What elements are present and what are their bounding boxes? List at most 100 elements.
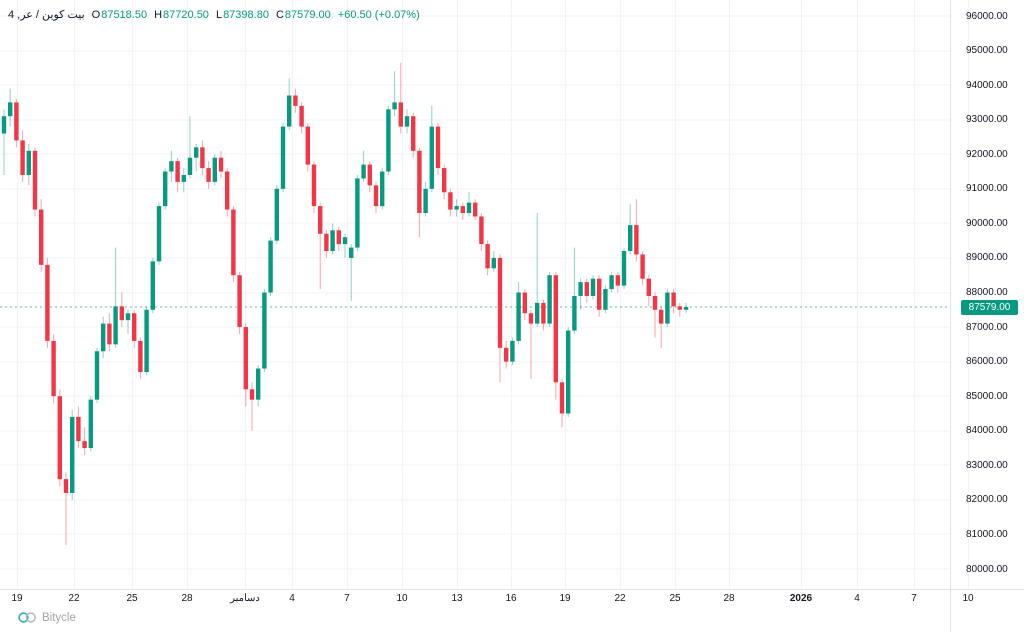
time-tick-label: 4: [854, 593, 860, 604]
candle-up: [516, 292, 521, 341]
time-tick-label: 19: [559, 593, 571, 604]
price-tick-label: 89000.00: [966, 252, 1008, 264]
time-tick-label: دسامبر: [230, 593, 260, 604]
candle-up: [262, 292, 267, 369]
candle-up: [628, 225, 633, 252]
candle-wick: [654, 292, 656, 338]
bitycle-rings-icon: [18, 612, 36, 623]
candle-wick: [65, 472, 67, 545]
candle-up: [380, 171, 385, 207]
symbol-title[interactable]: بيت كوين / عر, 4: [8, 9, 85, 21]
price-tick-label: 81000.00: [966, 528, 1008, 540]
candle-up: [454, 206, 459, 210]
candle-up: [125, 313, 131, 321]
candle-down: [584, 282, 589, 296]
candle-up: [101, 323, 106, 352]
candle-wick: [3, 109, 5, 175]
change-readout: +60.50 (+0.07%): [337, 8, 420, 21]
candle-down: [528, 313, 534, 324]
candle-up: [268, 240, 273, 293]
candle-up: [510, 340, 515, 362]
candle-down: [652, 295, 658, 310]
candle-down: [311, 164, 317, 207]
candle-up: [355, 178, 360, 248]
price-tick-label: 84000.00: [966, 425, 1008, 437]
candle-wick: [400, 62, 402, 134]
candle-down: [293, 95, 298, 106]
time-tick-label: 7: [344, 593, 350, 604]
candle-down: [398, 102, 403, 127]
candle-up: [535, 302, 540, 324]
candle-down: [175, 161, 180, 182]
candle-down: [460, 206, 465, 214]
ohlc-open: O87518.50: [91, 8, 148, 21]
candle-up: [609, 275, 614, 290]
candle-up: [404, 116, 410, 127]
candle-wick: [350, 244, 352, 302]
time-tick-label: 7: [911, 593, 917, 604]
candle-down: [231, 209, 236, 276]
candle-down: [597, 278, 602, 310]
price-tick-label: 82000.00: [966, 494, 1008, 506]
candle-down: [63, 479, 69, 493]
price-tick-label: 95000.00: [966, 45, 1008, 57]
ohlc-high: H87720.50: [154, 8, 209, 21]
candle-down: [76, 416, 81, 442]
time-tick-label: 22: [614, 593, 626, 604]
candle-up: [330, 230, 335, 252]
candle-down: [206, 168, 211, 182]
price-tick-label: 91000.00: [966, 183, 1008, 195]
time-tick-label: 10: [396, 593, 408, 604]
candle-down: [485, 244, 490, 269]
candle-up: [88, 399, 93, 449]
candle-wick: [127, 309, 129, 334]
candle-down: [479, 216, 484, 245]
candle-down: [237, 275, 242, 328]
candle-up: [280, 126, 286, 189]
candle-up: [287, 95, 292, 127]
candle-up: [94, 351, 100, 400]
candle-wick: [195, 143, 197, 172]
candle-down: [243, 327, 248, 390]
candle-down: [32, 150, 38, 210]
price-tick-label: 92000.00: [966, 148, 1008, 160]
candle-down: [299, 105, 304, 127]
candle-down: [553, 275, 558, 383]
candle-up: [572, 295, 577, 331]
time-tick-label: 13: [451, 593, 463, 604]
candle-wick: [573, 247, 575, 334]
candle-down: [57, 396, 62, 480]
candle-wick: [189, 116, 191, 179]
candle-down: [107, 323, 112, 345]
candle-wick: [115, 247, 117, 348]
price-tick-label: 90000.00: [966, 217, 1008, 229]
time-tick-label: 19: [11, 593, 23, 604]
time-tick-label: 25: [669, 593, 681, 604]
candle-down: [132, 313, 137, 341]
candle-down: [671, 292, 676, 307]
candle-wick: [319, 202, 321, 290]
candle-up: [547, 275, 552, 324]
time-tick-label: 4: [289, 593, 295, 604]
time-tick-label: 28: [181, 593, 193, 604]
candle-up: [466, 202, 472, 214]
logo-circle-left: [18, 612, 29, 623]
candle-up: [8, 102, 13, 117]
candle-up: [70, 416, 75, 493]
ohlc-low: L87398.80: [215, 8, 269, 21]
candle-down: [249, 389, 255, 400]
candle-up: [212, 157, 217, 182]
candle-down: [318, 206, 323, 234]
time-tick-label: 16: [505, 593, 517, 604]
candle-up: [361, 164, 366, 179]
candle-up: [113, 306, 118, 345]
price-tick-label: 93000.00: [966, 114, 1008, 126]
candle-down: [336, 230, 341, 245]
candle-down: [51, 340, 56, 397]
candle-down: [634, 225, 639, 255]
candle-up: [423, 188, 428, 214]
price-tick-label: 94000.00: [966, 79, 1008, 91]
candle-down: [200, 147, 205, 169]
